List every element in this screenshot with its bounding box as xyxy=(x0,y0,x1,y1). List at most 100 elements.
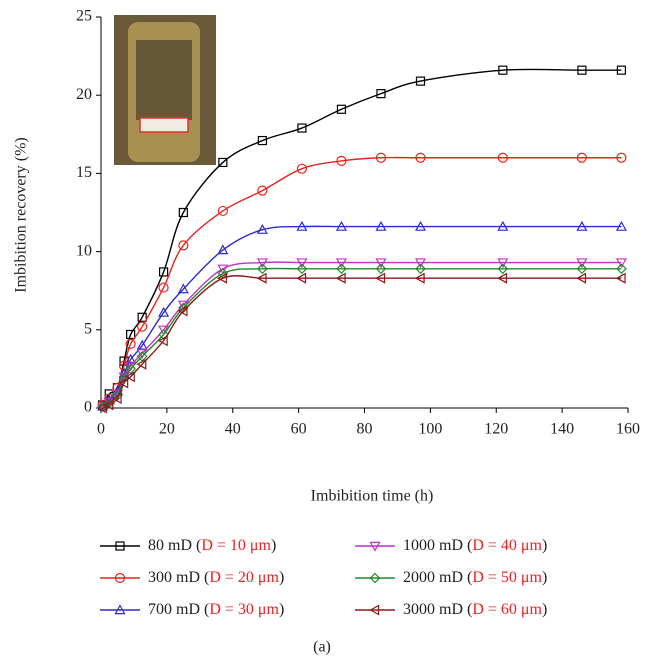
y-tick-label: 25 xyxy=(76,8,92,25)
y-tick-label: 5 xyxy=(84,320,92,337)
marker xyxy=(157,335,168,347)
legend-label: 80 mD (D = 10 μm) xyxy=(148,537,276,554)
x-tick-label: 60 xyxy=(291,421,307,438)
marker xyxy=(296,220,308,231)
legend-label: 1000 mD (D = 40 μm) xyxy=(403,537,547,554)
marker xyxy=(126,329,136,340)
marker xyxy=(336,155,347,166)
marker xyxy=(369,604,380,616)
marker xyxy=(336,263,347,275)
marker xyxy=(178,207,188,218)
y-axis-title: Imbibition recovery (%) xyxy=(13,137,30,293)
marker xyxy=(415,263,426,275)
inset-photo xyxy=(114,15,216,165)
marker xyxy=(217,244,229,255)
series-line xyxy=(102,156,622,406)
marker xyxy=(375,272,386,284)
marker xyxy=(498,65,508,75)
legend-label: 2000 mD (D = 50 μm) xyxy=(403,569,547,586)
marker xyxy=(114,604,126,615)
marker xyxy=(616,152,627,163)
marker xyxy=(376,89,386,99)
marker xyxy=(178,240,189,251)
marker xyxy=(336,104,347,114)
marker xyxy=(136,339,148,350)
series-line xyxy=(102,68,622,406)
marker xyxy=(415,152,426,163)
marker xyxy=(177,305,188,317)
marker xyxy=(415,76,426,86)
marker xyxy=(497,258,509,269)
marker xyxy=(375,152,387,163)
marker xyxy=(158,267,169,277)
marker xyxy=(125,363,136,375)
marker xyxy=(257,263,268,275)
marker xyxy=(296,263,308,275)
marker xyxy=(137,312,147,322)
x-tick-label: 40 xyxy=(225,421,241,438)
marker xyxy=(497,152,508,163)
marker xyxy=(615,220,627,231)
marker xyxy=(369,572,381,584)
marker xyxy=(335,258,347,269)
series-line xyxy=(102,261,622,408)
marker xyxy=(103,399,114,411)
marker xyxy=(218,157,228,168)
marker xyxy=(297,123,307,133)
x-tick-label: 160 xyxy=(616,421,640,438)
marker xyxy=(576,272,587,284)
marker xyxy=(375,220,387,231)
marker xyxy=(497,220,509,231)
marker xyxy=(576,152,587,163)
marker xyxy=(177,283,189,294)
marker xyxy=(217,205,228,217)
y-tick-label: 20 xyxy=(76,86,92,103)
marker xyxy=(296,163,308,174)
marker xyxy=(115,541,125,551)
marker xyxy=(335,272,346,284)
marker xyxy=(124,371,135,383)
x-tick-label: 0 xyxy=(97,421,105,438)
marker xyxy=(256,223,268,234)
marker xyxy=(256,272,267,284)
marker xyxy=(158,306,170,317)
x-axis-title: Imbibition time (h) xyxy=(311,488,434,505)
marker xyxy=(616,65,627,75)
marker xyxy=(414,220,427,231)
marker xyxy=(125,353,137,364)
marker xyxy=(217,272,228,284)
marker xyxy=(111,393,122,405)
marker xyxy=(375,258,387,269)
caption: (a) xyxy=(313,639,331,656)
marker xyxy=(158,325,170,336)
marker xyxy=(257,185,268,196)
x-tick-label: 20 xyxy=(159,421,175,438)
marker xyxy=(137,321,148,332)
marker xyxy=(497,272,508,284)
x-tick-label: 120 xyxy=(484,421,508,438)
marker xyxy=(577,65,587,75)
marker xyxy=(616,263,627,275)
marker xyxy=(375,263,387,275)
marker xyxy=(576,263,588,275)
marker xyxy=(114,572,126,584)
marker xyxy=(136,358,147,370)
y-tick-label: 10 xyxy=(76,242,92,259)
series-line xyxy=(102,225,622,407)
legend-label: 3000 mD (D = 60 μm) xyxy=(403,601,547,618)
marker xyxy=(158,282,169,293)
marker xyxy=(576,220,588,231)
marker xyxy=(296,272,307,284)
x-tick-label: 100 xyxy=(418,421,442,438)
marker xyxy=(257,135,267,146)
marker xyxy=(158,329,169,340)
x-tick-label: 140 xyxy=(550,421,574,438)
x-tick-label: 80 xyxy=(357,421,373,438)
marker xyxy=(414,272,425,284)
marker xyxy=(217,264,229,275)
legend-label: 300 mD (D = 20 μm) xyxy=(148,569,284,586)
marker xyxy=(615,258,627,269)
marker xyxy=(125,338,136,349)
marker xyxy=(369,541,381,552)
